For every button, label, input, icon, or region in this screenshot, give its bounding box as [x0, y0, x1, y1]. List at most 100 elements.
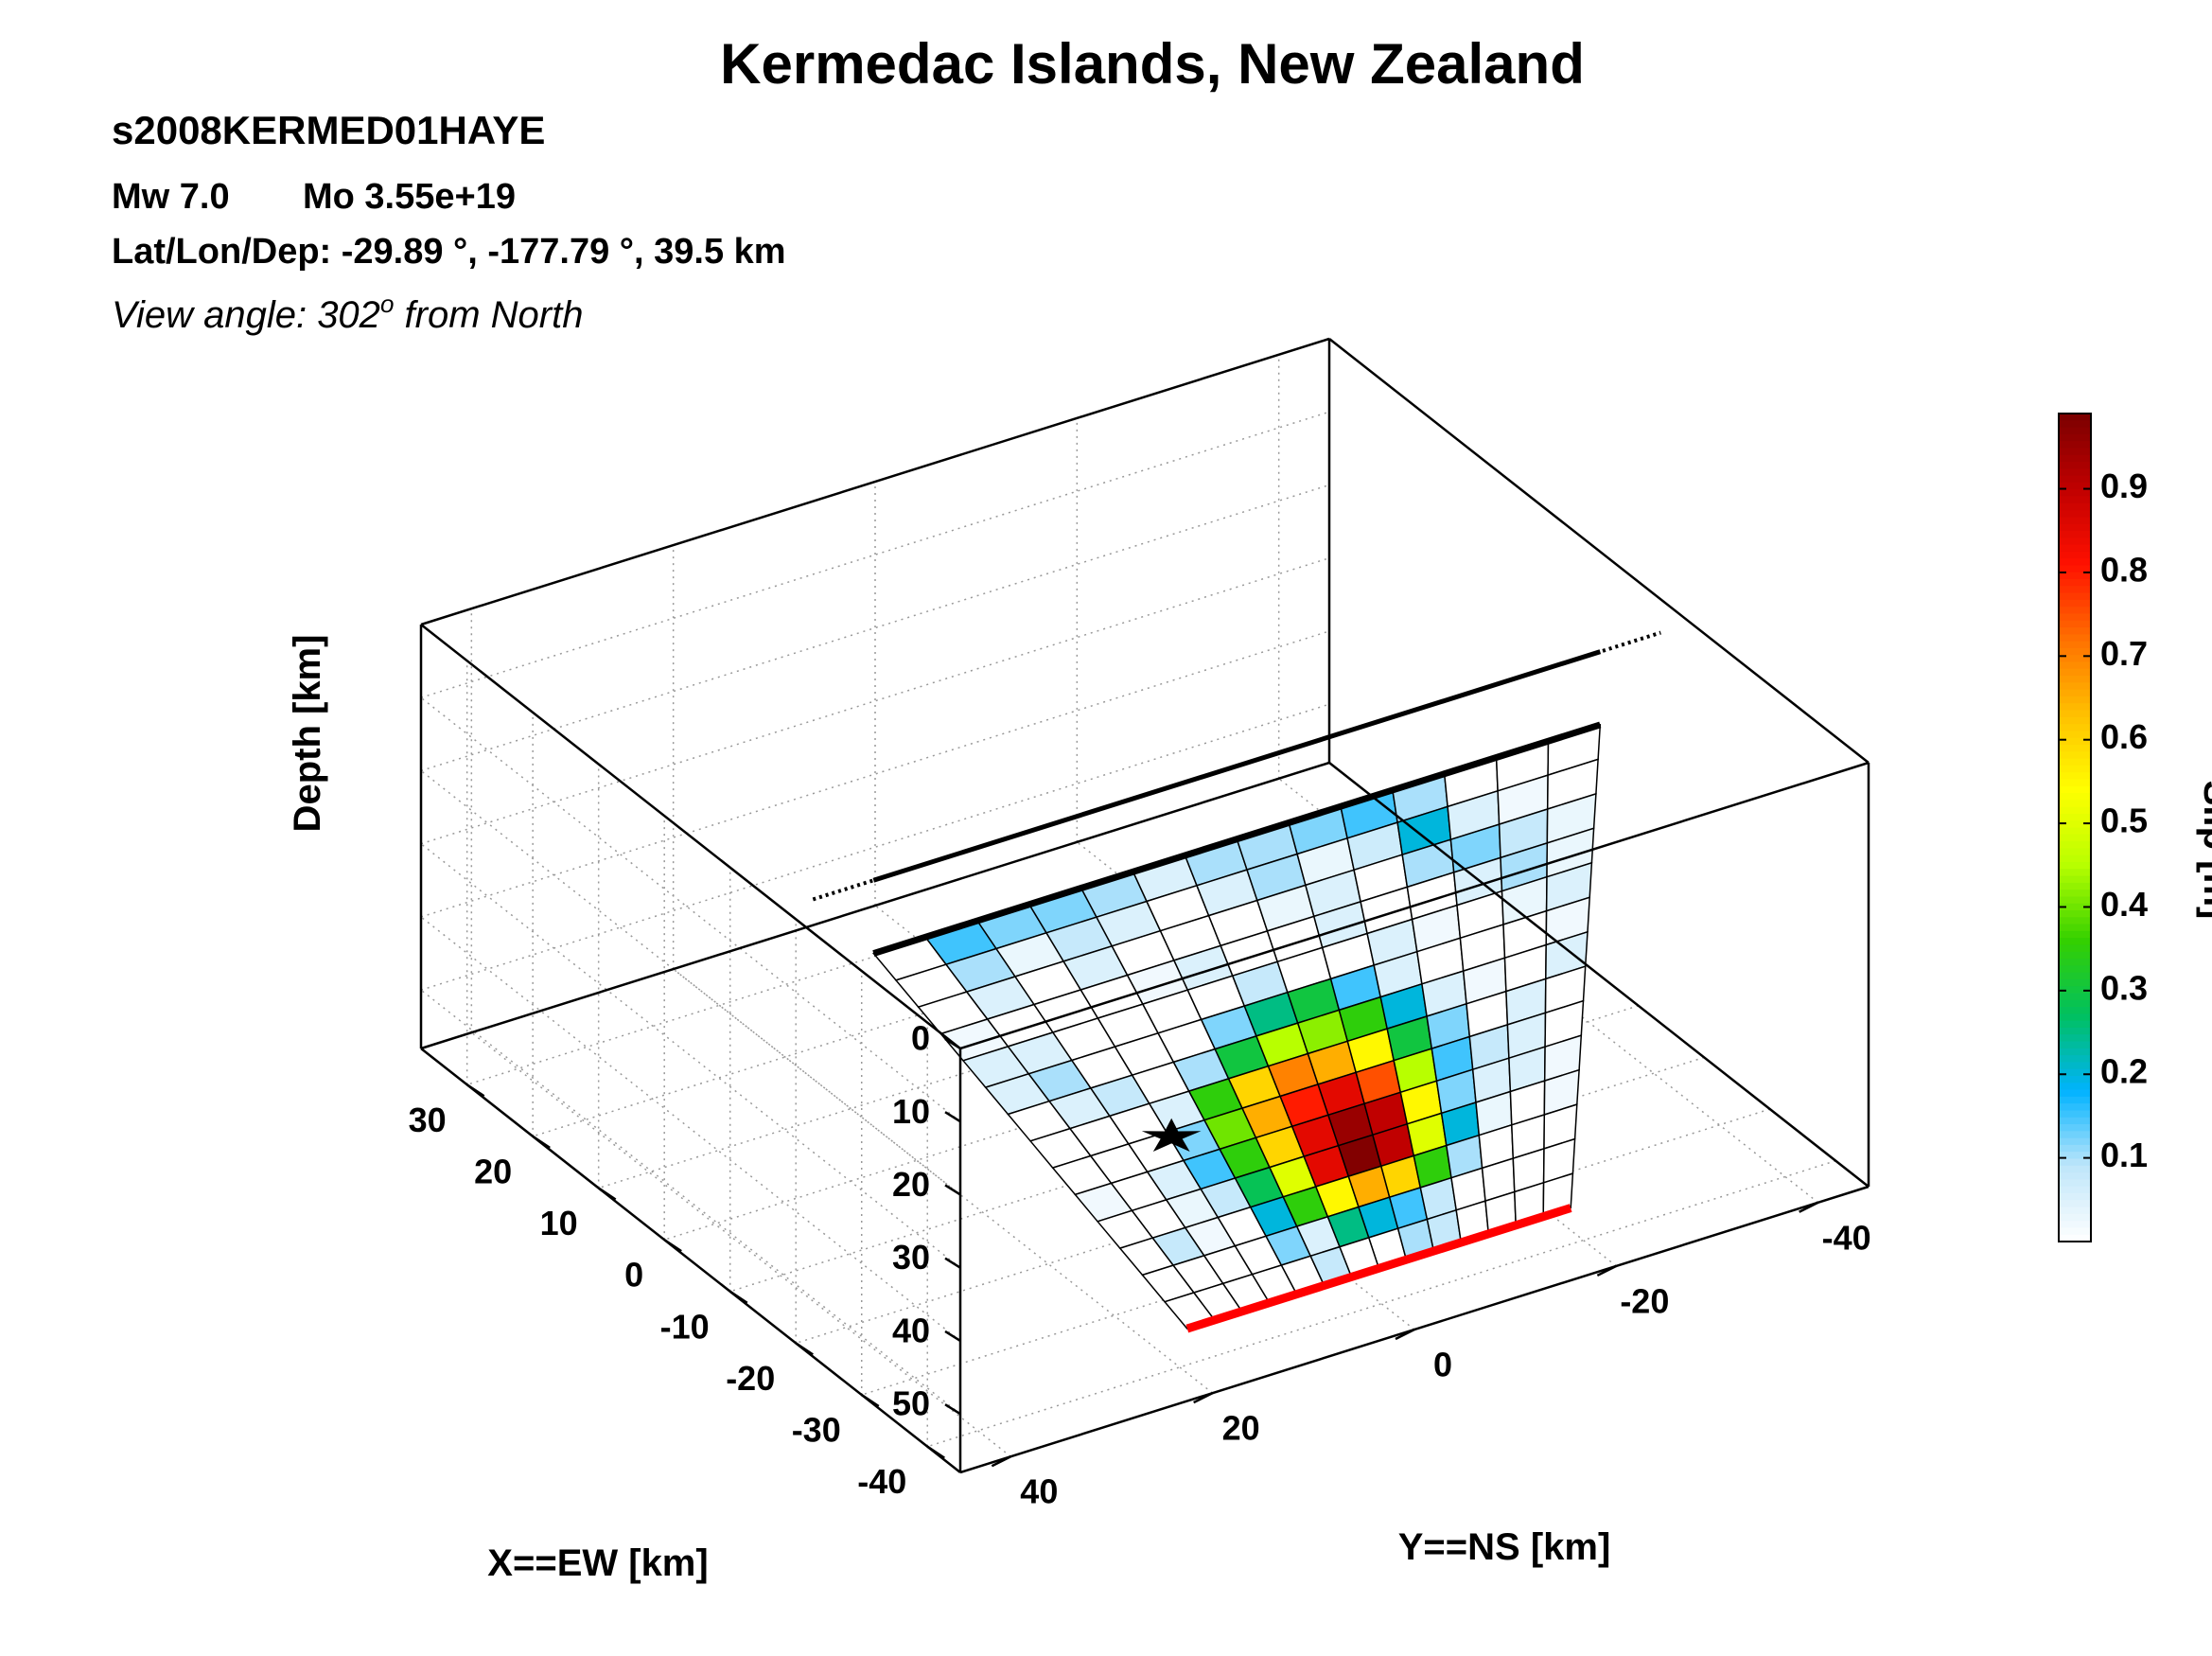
x-tick-label: -20 [726, 1359, 775, 1398]
colorbar-segment [2059, 1131, 2091, 1139]
colorbar-segment [2059, 930, 2091, 939]
colorbar-segment [2059, 414, 2091, 421]
colorbar-segment [2059, 544, 2091, 553]
x-tick-mark [861, 1394, 880, 1408]
y-tick-label: 0 [1433, 1346, 1452, 1384]
colorbar-segment [2059, 517, 2091, 525]
colorbar-segment [2059, 779, 2091, 787]
colorbar-segment [2059, 448, 2091, 456]
colorbar-segment [2059, 890, 2091, 898]
colorbar-tick-label: 0.5 [2100, 802, 2148, 840]
colorbar-tick-label: 0.6 [2100, 717, 2148, 756]
surface-trace [872, 649, 1602, 883]
grid-line-depth-left [420, 769, 961, 1196]
depth-tick-mark [944, 1111, 961, 1123]
colorbar-segment [2059, 1158, 2091, 1167]
colorbar-segment [2059, 1179, 2091, 1188]
box-back-edge [420, 761, 1330, 1050]
colorbar-segment [2059, 427, 2091, 435]
colorbar-segment [2059, 1076, 2091, 1083]
depth-tick-label: 10 [892, 1092, 930, 1131]
colorbar-frame [2058, 413, 2092, 1242]
y-tick-mark [1193, 1391, 1214, 1404]
colorbar-tick-label: 0.3 [2100, 968, 2148, 1007]
depth-tick-mark [944, 1330, 961, 1343]
x-tick-mark [795, 1342, 814, 1356]
x-tick-label: 10 [540, 1204, 578, 1242]
colorbar: 0.1 0.2 0.3 0.4 0.5 0.6 0.7 0.8 0.9 [2058, 413, 2148, 1242]
colorbar-segment [2059, 579, 2091, 587]
box-front-edge [420, 337, 1330, 626]
fault-bottom-edge [1185, 1204, 1572, 1333]
colorbar-segment [2059, 813, 2091, 821]
depth-tick-mark [944, 1184, 961, 1196]
colorbar-segment [2059, 523, 2091, 532]
location-label: Lat/Lon/Dep: -29.89 °, -177.79 °, 39.5 k… [112, 232, 786, 272]
magnitude-label: Mw 7.0 [112, 177, 230, 217]
hypocenter-star [1141, 1118, 1202, 1152]
colorbar-segment [2059, 1213, 2091, 1222]
y-axis-label: Y==NS [km] [1398, 1526, 1611, 1568]
colorbar-segment [2059, 1013, 2091, 1022]
colorbar-segment [2059, 965, 2091, 974]
colorbar-segment [2059, 565, 2091, 573]
colorbar-segment [2059, 1110, 2091, 1119]
colorbar-segment [2059, 745, 2091, 752]
colorbar-segment [2059, 1234, 2091, 1242]
colorbar-segment [2059, 420, 2091, 429]
box-front-edge [420, 624, 961, 1049]
colorbar-segment [2059, 620, 2091, 628]
colorbar-segment [2059, 647, 2091, 656]
colorbar-segment [2059, 793, 2091, 801]
event-id: s2008KERMED01HAYE [112, 108, 545, 152]
colorbar-segment [2059, 993, 2091, 1001]
colorbar-segment [2059, 1144, 2091, 1153]
colorbar-segment [2059, 441, 2091, 449]
x-tick-mark [729, 1290, 748, 1304]
colorbar-segment [2059, 510, 2091, 518]
colorbar-segment [2059, 917, 2091, 925]
colorbar-segment [2059, 1117, 2091, 1125]
colorbar-segment [2059, 1200, 2091, 1208]
fault-slip-patches [872, 723, 1602, 1330]
colorbar-segment [2059, 924, 2091, 932]
moment-label: Mo 3.55e+19 [303, 177, 516, 217]
x-tick-mark [663, 1239, 682, 1253]
colorbar-segment [2059, 1192, 2091, 1201]
colorbar-tick-label: 0.4 [2100, 885, 2148, 924]
colorbar-segment [2059, 482, 2091, 490]
colorbar-segment [2059, 468, 2091, 477]
colorbar-segment [2059, 751, 2091, 760]
colorbar-segment [2059, 731, 2091, 739]
colorbar-segment [2059, 661, 2091, 670]
depth-tick-mark [944, 1037, 961, 1050]
depth-tick-mark [944, 1403, 961, 1416]
colorbar-segment [2059, 1020, 2091, 1029]
grid-line-y-floor [1278, 778, 1819, 1204]
view-angle-degree: o [380, 290, 394, 318]
depth-tick-label: 20 [892, 1165, 930, 1204]
colorbar-segment [2059, 869, 2091, 877]
colorbar-segment [2059, 800, 2091, 808]
colorbar-segment [2059, 1172, 2091, 1180]
colorbar-segment [2059, 668, 2091, 677]
colorbar-segment [2059, 848, 2091, 856]
colorbar-segment [2059, 634, 2091, 643]
colorbar-segment [2059, 938, 2091, 946]
colorbar-segment [2059, 1068, 2091, 1077]
colorbar-segment [2059, 1041, 2091, 1049]
colorbar-segment [2059, 986, 2091, 995]
colorbar-segment [2059, 972, 2091, 980]
colorbar-segment [2059, 703, 2091, 712]
y-tick-mark [991, 1455, 1011, 1468]
colorbar-segment [2059, 1137, 2091, 1146]
colorbar-segment [2059, 572, 2091, 580]
colorbar-segment [2059, 861, 2091, 870]
colorbar-segment [2059, 682, 2091, 691]
colorbar-segment [2059, 710, 2091, 718]
colorbar-segment [2059, 1227, 2091, 1236]
colorbar-segment [2059, 558, 2091, 567]
depth-axis-label: Depth [km] [287, 635, 328, 833]
colorbar-segment [2059, 592, 2091, 601]
x-tick-label: -40 [857, 1462, 906, 1501]
